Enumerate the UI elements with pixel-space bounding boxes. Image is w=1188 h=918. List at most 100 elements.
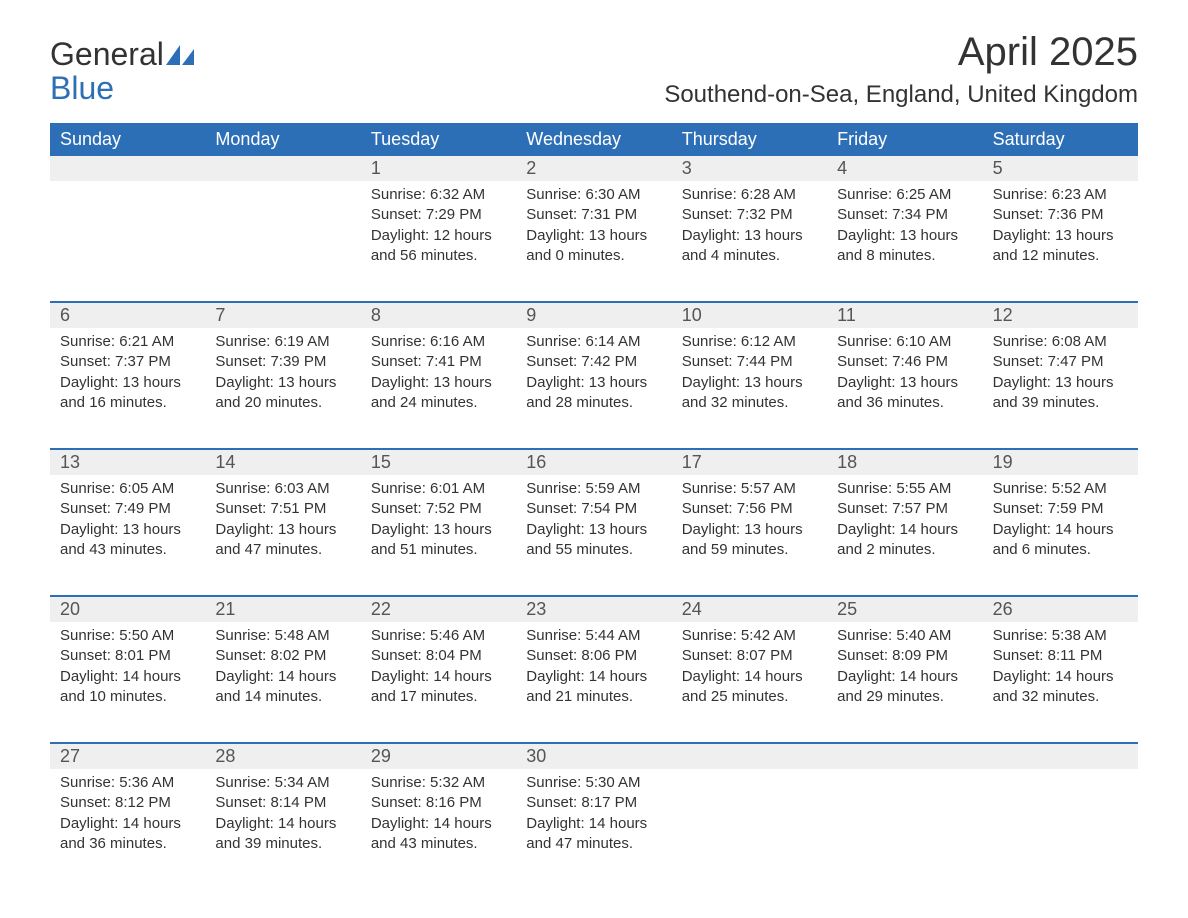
sunrise-line: Sunrise: 6:25 AM	[837, 185, 972, 205]
sunset-line: Sunset: 8:06 PM	[526, 646, 661, 666]
sunset-line: Sunset: 7:44 PM	[682, 352, 817, 372]
day-cell: Sunrise: 5:50 AMSunset: 8:01 PMDaylight:…	[50, 622, 205, 730]
daylight-line: Daylight: 13 hours and 28 minutes.	[526, 373, 661, 414]
daylight-line: Daylight: 13 hours and 55 minutes.	[526, 520, 661, 561]
sunset-line: Sunset: 7:29 PM	[371, 205, 506, 225]
sunrise-line: Sunrise: 5:40 AM	[837, 626, 972, 646]
date-number: 2	[516, 156, 671, 181]
sunrise-line: Sunrise: 5:44 AM	[526, 626, 661, 646]
day-cell: Sunrise: 5:55 AMSunset: 7:57 PMDaylight:…	[827, 475, 982, 583]
sunset-line: Sunset: 7:54 PM	[526, 499, 661, 519]
week-body-row: Sunrise: 5:50 AMSunset: 8:01 PMDaylight:…	[50, 622, 1138, 730]
weekday-header: Friday	[827, 123, 982, 156]
sunset-line: Sunset: 8:14 PM	[215, 793, 350, 813]
week-block: 20212223242526Sunrise: 5:50 AMSunset: 8:…	[50, 595, 1138, 730]
sunrise-line: Sunrise: 5:46 AM	[371, 626, 506, 646]
day-cell: Sunrise: 5:52 AMSunset: 7:59 PMDaylight:…	[983, 475, 1138, 583]
day-cell: Sunrise: 6:23 AMSunset: 7:36 PMDaylight:…	[983, 181, 1138, 289]
daylight-line: Daylight: 14 hours and 39 minutes.	[215, 814, 350, 855]
weekday-header: Tuesday	[361, 123, 516, 156]
daylight-line: Daylight: 14 hours and 21 minutes.	[526, 667, 661, 708]
month-title: April 2025	[664, 30, 1138, 75]
week-block: 13141516171819Sunrise: 6:05 AMSunset: 7:…	[50, 448, 1138, 583]
title-block: April 2025 Southend-on-Sea, England, Uni…	[664, 30, 1138, 119]
daylight-line: Daylight: 12 hours and 56 minutes.	[371, 226, 506, 267]
sunrise-line: Sunrise: 5:30 AM	[526, 773, 661, 793]
sunset-line: Sunset: 7:51 PM	[215, 499, 350, 519]
day-cell: Sunrise: 6:30 AMSunset: 7:31 PMDaylight:…	[516, 181, 671, 289]
daylight-line: Daylight: 14 hours and 14 minutes.	[215, 667, 350, 708]
day-cell: Sunrise: 5:32 AMSunset: 8:16 PMDaylight:…	[361, 769, 516, 877]
date-number: 8	[361, 303, 516, 328]
sunset-line: Sunset: 7:36 PM	[993, 205, 1128, 225]
day-cell: Sunrise: 6:05 AMSunset: 7:49 PMDaylight:…	[50, 475, 205, 583]
day-cell: Sunrise: 5:46 AMSunset: 8:04 PMDaylight:…	[361, 622, 516, 730]
day-cell: Sunrise: 6:01 AMSunset: 7:52 PMDaylight:…	[361, 475, 516, 583]
date-number: 23	[516, 597, 671, 622]
sunrise-line: Sunrise: 5:48 AM	[215, 626, 350, 646]
day-cell: Sunrise: 6:16 AMSunset: 7:41 PMDaylight:…	[361, 328, 516, 436]
day-cell: Sunrise: 5:36 AMSunset: 8:12 PMDaylight:…	[50, 769, 205, 877]
date-number-strip: 20212223242526	[50, 595, 1138, 622]
date-number: 7	[205, 303, 360, 328]
week-body-row: Sunrise: 5:36 AMSunset: 8:12 PMDaylight:…	[50, 769, 1138, 877]
day-cell: Sunrise: 5:44 AMSunset: 8:06 PMDaylight:…	[516, 622, 671, 730]
daylight-line: Daylight: 13 hours and 4 minutes.	[682, 226, 817, 267]
day-cell: Sunrise: 6:28 AMSunset: 7:32 PMDaylight:…	[672, 181, 827, 289]
sunrise-line: Sunrise: 5:52 AM	[993, 479, 1128, 499]
date-number: 16	[516, 450, 671, 475]
sunset-line: Sunset: 8:11 PM	[993, 646, 1128, 666]
sunset-line: Sunset: 8:09 PM	[837, 646, 972, 666]
sunset-line: Sunset: 7:32 PM	[682, 205, 817, 225]
sunset-line: Sunset: 8:04 PM	[371, 646, 506, 666]
sunrise-line: Sunrise: 6:01 AM	[371, 479, 506, 499]
daylight-line: Daylight: 14 hours and 29 minutes.	[837, 667, 972, 708]
daylight-line: Daylight: 13 hours and 8 minutes.	[837, 226, 972, 267]
sunrise-line: Sunrise: 5:55 AM	[837, 479, 972, 499]
daylight-line: Daylight: 13 hours and 36 minutes.	[837, 373, 972, 414]
daylight-line: Daylight: 14 hours and 17 minutes.	[371, 667, 506, 708]
sunrise-line: Sunrise: 6:12 AM	[682, 332, 817, 352]
daylight-line: Daylight: 14 hours and 47 minutes.	[526, 814, 661, 855]
sunrise-line: Sunrise: 5:59 AM	[526, 479, 661, 499]
date-number: 14	[205, 450, 360, 475]
day-cell	[983, 769, 1138, 877]
day-cell: Sunrise: 5:48 AMSunset: 8:02 PMDaylight:…	[205, 622, 360, 730]
day-cell: Sunrise: 5:57 AMSunset: 7:56 PMDaylight:…	[672, 475, 827, 583]
sunrise-line: Sunrise: 5:32 AM	[371, 773, 506, 793]
sunset-line: Sunset: 7:52 PM	[371, 499, 506, 519]
day-cell: Sunrise: 6:08 AMSunset: 7:47 PMDaylight:…	[983, 328, 1138, 436]
date-number: 27	[50, 744, 205, 769]
sunset-line: Sunset: 8:07 PM	[682, 646, 817, 666]
day-cell: Sunrise: 5:40 AMSunset: 8:09 PMDaylight:…	[827, 622, 982, 730]
day-cell: Sunrise: 6:14 AMSunset: 7:42 PMDaylight:…	[516, 328, 671, 436]
sunset-line: Sunset: 8:16 PM	[371, 793, 506, 813]
date-number: 4	[827, 156, 982, 181]
day-cell	[672, 769, 827, 877]
sunrise-line: Sunrise: 6:05 AM	[60, 479, 195, 499]
sunrise-line: Sunrise: 6:23 AM	[993, 185, 1128, 205]
daylight-line: Daylight: 13 hours and 16 minutes.	[60, 373, 195, 414]
day-cell: Sunrise: 6:10 AMSunset: 7:46 PMDaylight:…	[827, 328, 982, 436]
date-number	[672, 744, 827, 769]
sunset-line: Sunset: 7:57 PM	[837, 499, 972, 519]
daylight-line: Daylight: 13 hours and 59 minutes.	[682, 520, 817, 561]
date-number: 17	[672, 450, 827, 475]
weekday-header: Wednesday	[516, 123, 671, 156]
sunset-line: Sunset: 8:17 PM	[526, 793, 661, 813]
logo-sail-icon	[166, 38, 194, 58]
daylight-line: Daylight: 13 hours and 32 minutes.	[682, 373, 817, 414]
sunset-line: Sunset: 7:56 PM	[682, 499, 817, 519]
daylight-line: Daylight: 14 hours and 2 minutes.	[837, 520, 972, 561]
day-cell	[50, 181, 205, 289]
sunrise-line: Sunrise: 5:50 AM	[60, 626, 195, 646]
day-cell: Sunrise: 6:03 AMSunset: 7:51 PMDaylight:…	[205, 475, 360, 583]
week-block: 27282930Sunrise: 5:36 AMSunset: 8:12 PMD…	[50, 742, 1138, 877]
date-number: 28	[205, 744, 360, 769]
day-cell: Sunrise: 5:34 AMSunset: 8:14 PMDaylight:…	[205, 769, 360, 877]
daylight-line: Daylight: 13 hours and 24 minutes.	[371, 373, 506, 414]
date-number	[50, 156, 205, 181]
day-cell: Sunrise: 6:21 AMSunset: 7:37 PMDaylight:…	[50, 328, 205, 436]
day-cell: Sunrise: 6:25 AMSunset: 7:34 PMDaylight:…	[827, 181, 982, 289]
sunset-line: Sunset: 7:46 PM	[837, 352, 972, 372]
